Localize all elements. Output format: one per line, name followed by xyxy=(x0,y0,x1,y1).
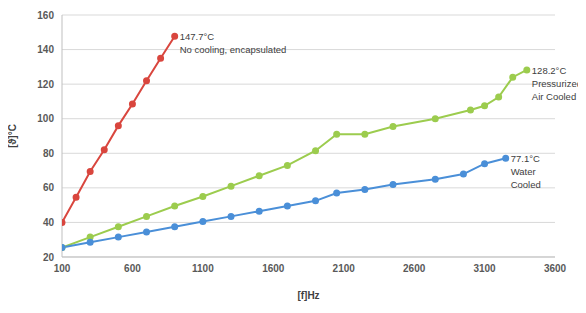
svg-text:40: 40 xyxy=(43,217,55,228)
svg-text:77.1°CWaterCooled: 77.1°CWaterCooled xyxy=(511,153,541,190)
svg-text:3600: 3600 xyxy=(544,263,567,274)
svg-text:120: 120 xyxy=(37,79,54,90)
svg-text:2100: 2100 xyxy=(333,263,356,274)
svg-text:[f]Hz: [f]Hz xyxy=(297,290,319,301)
svg-text:3100: 3100 xyxy=(473,263,496,274)
svg-text:147.7°CNo cooling, encapsulate: 147.7°CNo cooling, encapsulated xyxy=(180,31,287,55)
svg-text:128.2°CPressurizedAir Cooled: 128.2°CPressurizedAir Cooled xyxy=(532,65,578,102)
svg-text:80: 80 xyxy=(43,148,55,159)
svg-text:160: 160 xyxy=(37,10,54,21)
svg-text:100: 100 xyxy=(37,113,54,124)
svg-text:2600: 2600 xyxy=(403,263,426,274)
svg-text:100: 100 xyxy=(54,263,71,274)
svg-text:1600: 1600 xyxy=(262,263,285,274)
svg-text:20: 20 xyxy=(43,252,55,263)
svg-text:60: 60 xyxy=(43,182,55,193)
svg-text:600: 600 xyxy=(124,263,141,274)
svg-text:[ϑ]°C: [ϑ]°C xyxy=(8,124,18,148)
svg-text:1100: 1100 xyxy=(192,263,214,274)
svg-text:140: 140 xyxy=(37,44,54,55)
